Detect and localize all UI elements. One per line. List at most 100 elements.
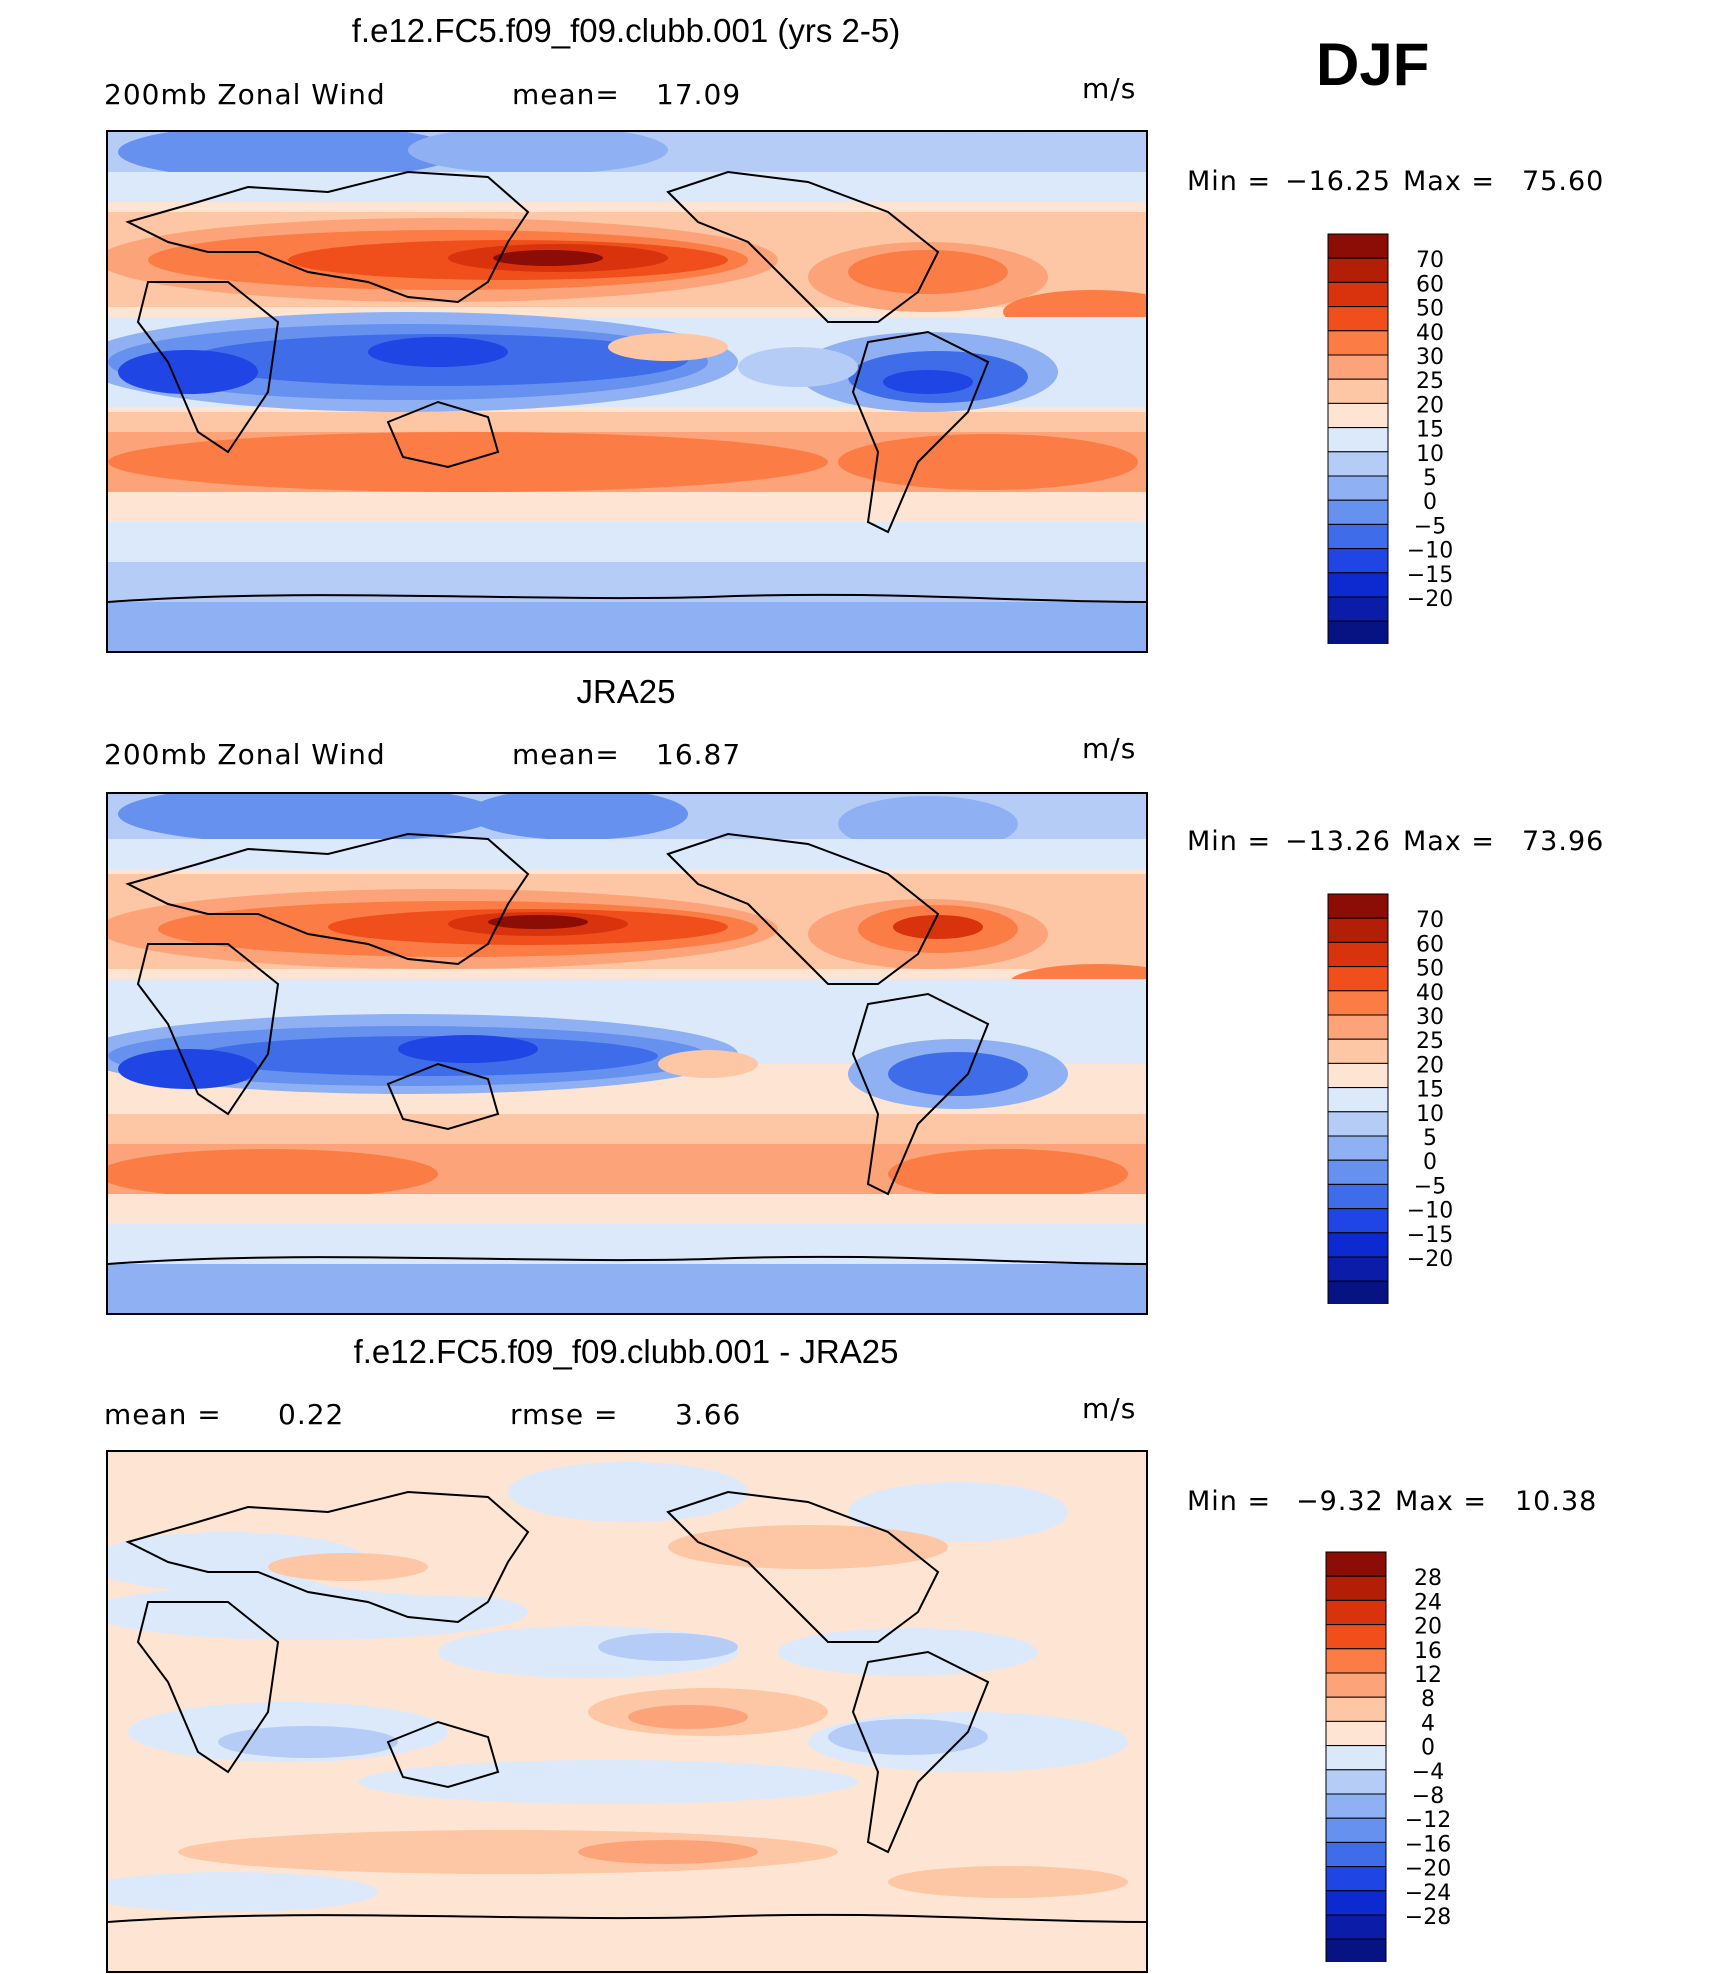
panel-1-colorbar-swatch-12: [1327, 523, 1389, 550]
panel-3-max-label: Max =: [1395, 1486, 1488, 1517]
panel-1-colorbar-tick-label-11: −5: [1414, 514, 1446, 539]
panel-1-colorbar-tick-label-13: −15: [1407, 563, 1453, 588]
panel-1-colorbar-tick-label-4: 30: [1416, 345, 1444, 370]
panel-2-colorbar-tick-label-12: −10: [1407, 1199, 1453, 1224]
panel-2-colorbar-tick-label-10: 0: [1423, 1150, 1437, 1175]
panel-2-colorbar-tick-label-4: 30: [1416, 1005, 1444, 1030]
panel-2-colorbar-swatch-5: [1327, 1014, 1389, 1040]
panel-3-colorbar-tick-label-14: −28: [1405, 1905, 1451, 1930]
panel-2-colorbar-swatch-15: [1327, 1256, 1389, 1282]
panel-3-colorbar-swatch-13: [1325, 1866, 1387, 1892]
panel-1-colorbar-swatch-1: [1327, 257, 1389, 283]
panel-3-colorbar-tick-label-9: −8: [1412, 1784, 1444, 1809]
panel-2-title: JRA25: [576, 673, 676, 710]
panel-1-colorbar-swatch-9: [1327, 451, 1389, 477]
panel-3-colorbar-swatch-0: [1325, 1551, 1387, 1577]
panel-3-colorbar-swatch-5: [1325, 1672, 1387, 1698]
panel-1-colorbar-swatch-0: [1327, 233, 1389, 259]
panel-2-max-label: Max =: [1403, 826, 1496, 857]
panel-3-colorbar-swatch-8: [1325, 1745, 1387, 1771]
panel-1-colorbar-swatch-6: [1327, 378, 1389, 404]
panel-2-colorbar-swatch-11: [1327, 1159, 1389, 1185]
panel-1-min-value: −16.25: [1285, 166, 1391, 197]
panel-1-colorbar-tick-label-6: 20: [1416, 393, 1444, 418]
panel-2-colorbar-swatch-0: [1327, 893, 1389, 919]
panel-2-colorbar-tick-label-2: 50: [1416, 957, 1444, 982]
panel-2-colorbar-tick-label-1: 60: [1416, 932, 1444, 957]
panel-3-colorbar-tick-label-3: 16: [1414, 1639, 1442, 1664]
panel-3-colorbar-swatch-11: [1325, 1817, 1387, 1843]
panel-3-colorbar-swatch-1: [1325, 1575, 1387, 1601]
panel-3-colorbar-tick-label-12: −20: [1405, 1857, 1451, 1882]
panel-2-colorbar-tick-label-13: −15: [1407, 1223, 1453, 1248]
panel-3-rmse-label: rmse =: [510, 1398, 619, 1431]
panel-1-colorbar-swatch-15: [1327, 596, 1389, 622]
panel-1-mean-label: mean=: [512, 78, 620, 111]
panel-1-colorbar-swatch-3: [1327, 306, 1389, 332]
panel-1-colorbar-tick-label-3: 40: [1416, 321, 1444, 346]
panel-3-map-plot: [108, 1452, 1146, 1971]
panel-3-units: m/s: [1082, 1392, 1137, 1425]
panel-2-colorbar-swatch-2: [1327, 941, 1389, 968]
panel-2-colorbar-tick-label-9: 5: [1423, 1126, 1437, 1151]
panel-3-colorbar-swatch-4: [1325, 1648, 1387, 1674]
panel-1-colorbar-swatch-4: [1327, 330, 1389, 356]
panel-2-colorbar-swatch-6: [1327, 1038, 1389, 1064]
panel-2-mean-value: 16.87: [656, 738, 742, 771]
panel-2-max-value: 73.96: [1522, 826, 1605, 857]
panel-3-colorbar-swatch-14: [1325, 1890, 1387, 1916]
panel-1-colorbar-swatch-8: [1327, 427, 1389, 453]
panel-2-colorbar-swatch-4: [1327, 990, 1389, 1016]
panel-1-colorbar-tick-label-12: −10: [1407, 539, 1453, 564]
panel-1-colorbar-tick-label-7: 15: [1416, 418, 1444, 443]
panel-1-title: f.e12.FC5.f09_f09.clubb.001 (yrs 2-5): [351, 12, 901, 49]
panel-2-units: m/s: [1082, 732, 1137, 765]
panel-1-colorbar-swatch-14: [1327, 572, 1389, 598]
panel-1-colorbar-swatch-16: [1327, 620, 1389, 644]
panel-2-colorbar-swatch-12: [1327, 1183, 1389, 1210]
panel-2-mean-label: mean=: [512, 738, 620, 771]
panel-2-colorbar-tick-label-7: 15: [1416, 1078, 1444, 1103]
panel-2-colorbar-tick-label-14: −20: [1407, 1247, 1453, 1272]
panel-3-colorbar-tick-label-0: 28: [1414, 1566, 1442, 1591]
panel-3-colorbar-swatch-12: [1325, 1841, 1387, 1868]
panel-1-max-label: Max =: [1403, 166, 1496, 197]
panel-1-colorbar-tick-label-9: 5: [1423, 466, 1437, 491]
panel-2-min-label: Min =: [1187, 826, 1272, 857]
panel-1-colorbar-swatch-13: [1327, 548, 1389, 574]
panel-2-colorbar-swatch-3: [1327, 966, 1389, 992]
panel-3-mean-value: 0.22: [278, 1398, 345, 1431]
panel-2-colorbar-tick-label-3: 40: [1416, 981, 1444, 1006]
panel-2-min-value: −13.26: [1285, 826, 1391, 857]
panel-2-colorbar-swatch-7: [1327, 1062, 1389, 1089]
panel-3-colorbar-tick-label-1: 24: [1414, 1590, 1442, 1615]
panel-2-map-plot: [108, 794, 1146, 1313]
panel-3-colorbar-swatch-15: [1325, 1914, 1387, 1940]
panel-2-colorbar-swatch-1: [1327, 917, 1389, 943]
panel-3-colorbar-swatch-16: [1325, 1938, 1387, 1962]
panel-3-colorbar-tick-label-13: −24: [1405, 1881, 1451, 1906]
panel-3-colorbar-tick-label-4: 12: [1414, 1663, 1442, 1688]
panel-3-colorbar-swatch-2: [1325, 1599, 1387, 1626]
panel-3-min-label: Min =: [1187, 1486, 1272, 1517]
panel-2-variable-label: 200mb Zonal Wind: [104, 738, 386, 771]
panel-1-colorbar-tick-label-0: 70: [1416, 248, 1444, 273]
panel-1-colorbar-swatch-5: [1327, 354, 1389, 380]
panel-1-units: m/s: [1082, 72, 1137, 105]
panel-3-colorbar-tick-label-10: −12: [1405, 1808, 1451, 1833]
panel-3-colorbar-swatch-10: [1325, 1793, 1387, 1819]
panel-2-colorbar-tick-label-0: 70: [1416, 908, 1444, 933]
panel-3-colorbar-tick-label-7: 0: [1421, 1736, 1435, 1761]
panel-1-colorbar-swatch-11: [1327, 499, 1389, 525]
panel-1-colorbar-tick-label-8: 10: [1416, 442, 1444, 467]
panel-2-colorbar-swatch-9: [1327, 1111, 1389, 1137]
panel-1-colorbar-swatch-2: [1327, 281, 1389, 308]
panel-1-colorbar-tick-label-14: −20: [1407, 587, 1453, 612]
panel-2-colorbar-tick-label-8: 10: [1416, 1102, 1444, 1127]
panel-1-colorbar-tick-label-1: 60: [1416, 272, 1444, 297]
panel-1-colorbar-swatch-7: [1327, 402, 1389, 429]
panel-2-colorbar-swatch-10: [1327, 1135, 1389, 1161]
panel-1-colorbar-tick-label-5: 25: [1416, 369, 1444, 394]
